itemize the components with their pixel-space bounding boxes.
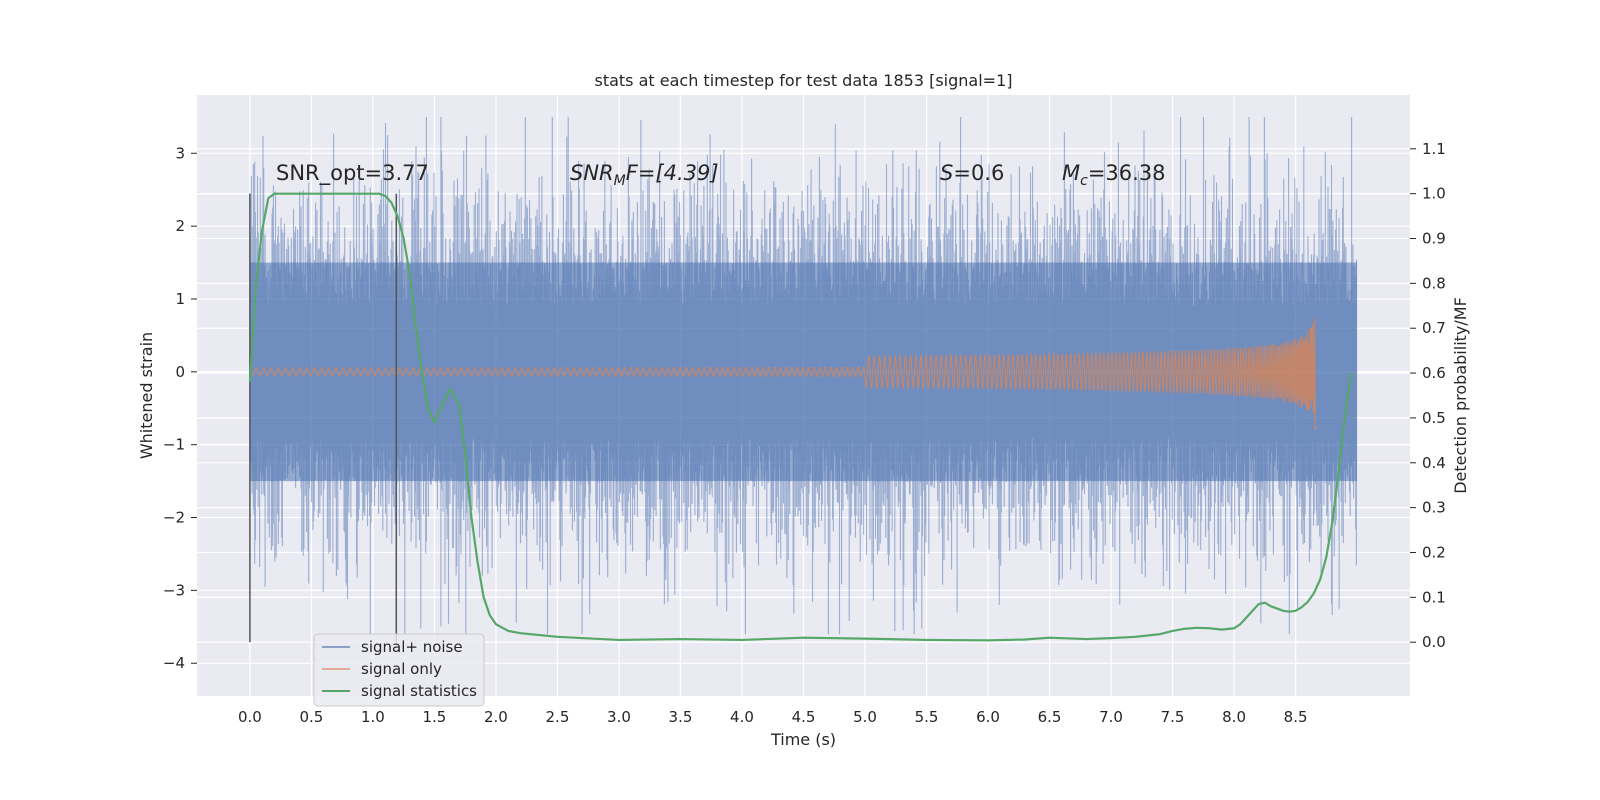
series-signal-only xyxy=(249,318,1318,430)
y-tick-label: −3 xyxy=(163,581,185,599)
x-tick-label: 5.5 xyxy=(915,708,939,726)
y-tick-label: 2 xyxy=(175,217,185,235)
signal-only-trace xyxy=(249,318,1318,430)
x-tick-label: 8.5 xyxy=(1284,708,1308,726)
x-tick-label: 0.5 xyxy=(299,708,323,726)
legend-label-signal-only: signal only xyxy=(361,660,442,678)
x-tick-label: 2.5 xyxy=(546,708,570,726)
y2-tick-label: 0.4 xyxy=(1422,454,1446,472)
annotation-mc-symbol: M xyxy=(1062,161,1080,185)
y2-axis-label: Detection probability/MF xyxy=(1451,297,1470,494)
x-tick-label: 8.0 xyxy=(1222,708,1246,726)
annotation-mc-value: =36.38 xyxy=(1088,161,1166,185)
axis-ticks: 0.0 0.5 1.0 1.5 2.0 2.5 3.0 3.5 4.0 4.5 5.0 5.5 6.0 6… xyxy=(163,140,1446,726)
x-tick-label: 4.5 xyxy=(792,708,816,726)
y2-tick-label: 0.6 xyxy=(1422,364,1446,382)
y2-tick-label: 0.1 xyxy=(1422,588,1446,606)
chart-title: stats at each timestep for test data 185… xyxy=(594,71,1012,90)
y2-tick-label: 0.3 xyxy=(1422,499,1446,517)
y-tick-label: −1 xyxy=(163,436,185,454)
x-tick-label: 4.0 xyxy=(730,708,754,726)
x-tick-label: 0.0 xyxy=(238,708,262,726)
x-tick-label: 5.0 xyxy=(853,708,877,726)
y-tick-label: −2 xyxy=(163,509,185,527)
legend-label-signal-plus-noise: signal+ noise xyxy=(361,638,463,656)
y2-tick-label: 0.7 xyxy=(1422,319,1446,337)
x-axis-label: Time (s) xyxy=(770,730,836,749)
y2-tick-label: 1.1 xyxy=(1422,140,1446,158)
annotation-snr-opt: SNR_opt=3.77 xyxy=(276,161,429,186)
annotation-snr-mf-subscript: M xyxy=(614,173,626,189)
y-tick-label: 1 xyxy=(175,290,185,308)
x-tick-label: 1.5 xyxy=(423,708,447,726)
annotation-mc: Mc=36.38 xyxy=(1062,161,1166,189)
signal-statistics-line xyxy=(248,192,1353,642)
y-tick-label: 0 xyxy=(175,363,185,381)
y-tick-label: −4 xyxy=(163,654,185,672)
x-tick-label: 1.0 xyxy=(361,708,385,726)
annotation-snr-mf-symbol: SNR xyxy=(570,161,614,185)
series-signal-statistics xyxy=(248,192,1353,642)
y-tick-label: 3 xyxy=(175,144,185,162)
y2-tick-label: 1.0 xyxy=(1422,185,1446,203)
x-tick-label: 2.0 xyxy=(484,708,508,726)
annotation-s-value: =0.6 xyxy=(953,161,1004,185)
x-tick-label: 6.0 xyxy=(976,708,1000,726)
x-tick-label: 6.5 xyxy=(1038,708,1062,726)
x-tick-label: 7.5 xyxy=(1161,708,1185,726)
legend-label-signal-statistics: signal statistics xyxy=(361,682,477,700)
annotation-mc-subscript: c xyxy=(1080,173,1088,189)
legend: signal+ noise signal only signal statist… xyxy=(313,633,485,707)
y2-tick-label: 0.0 xyxy=(1422,633,1446,651)
annotation-snr-mf: SNRMF=[4.39] xyxy=(570,161,719,189)
y2-tick-label: 0.9 xyxy=(1422,230,1446,248)
vertical-markers xyxy=(249,193,398,643)
x-tick-label: 3.0 xyxy=(607,708,631,726)
annotation-snr-mf-rest: F=[4.39] xyxy=(626,161,719,185)
y2-tick-label: 0.8 xyxy=(1422,274,1446,292)
y-axis-label: Whitened strain xyxy=(137,332,156,459)
annotation-s-symbol: S xyxy=(940,161,953,185)
annotation-s: S=0.6 xyxy=(940,161,1004,185)
legend-box xyxy=(313,633,485,707)
x-tick-label: 3.5 xyxy=(669,708,693,726)
y2-tick-label: 0.5 xyxy=(1422,409,1446,427)
y2-tick-label: 0.2 xyxy=(1422,543,1446,561)
x-tick-label: 7.0 xyxy=(1099,708,1123,726)
